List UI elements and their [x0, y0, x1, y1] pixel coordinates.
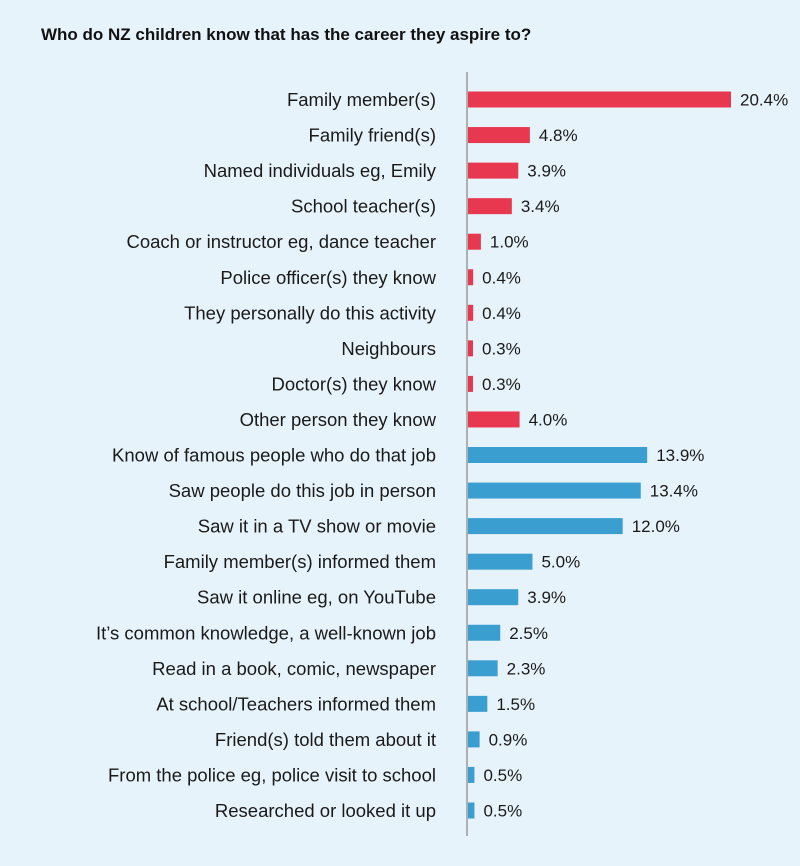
- value-label: 20.4%: [740, 91, 788, 110]
- bar: [468, 553, 533, 570]
- category-label: It’s common knowledge, a well-known job: [96, 622, 436, 643]
- category-label: Doctor(s) they know: [272, 373, 437, 394]
- value-label: 13.4%: [650, 482, 698, 501]
- bar: [468, 269, 474, 286]
- value-label: 13.9%: [656, 446, 704, 465]
- category-label: Saw it in a TV show or movie: [198, 516, 436, 537]
- value-label: 0.5%: [483, 802, 522, 821]
- bar: [468, 91, 731, 108]
- value-label: 0.9%: [489, 730, 528, 749]
- category-label: Other person they know: [240, 409, 437, 430]
- bar: [468, 518, 623, 535]
- bar: [468, 304, 474, 321]
- value-label: 3.4%: [521, 197, 560, 216]
- category-label: Saw people do this job in person: [169, 480, 436, 501]
- bar: [468, 162, 519, 179]
- bar: [468, 802, 475, 819]
- value-label: 0.4%: [482, 304, 521, 323]
- value-label: 0.3%: [482, 375, 521, 394]
- bars-group: [468, 91, 731, 819]
- value-label: 2.5%: [509, 624, 548, 643]
- category-label: Saw it online eg, on YouTube: [197, 587, 436, 608]
- bar: [468, 340, 473, 357]
- bar: [468, 624, 501, 641]
- value-label: 2.3%: [507, 659, 546, 678]
- bar: [468, 660, 498, 677]
- category-label: Coach or instructor eg, dance teacher: [126, 231, 436, 252]
- category-label: Family member(s) informed them: [164, 551, 436, 572]
- value-label: 4.8%: [539, 126, 578, 145]
- category-label: Researched or looked it up: [215, 800, 436, 821]
- category-labels: Family member(s) Family friend(s) Named in…: [96, 89, 437, 821]
- category-label: Friend(s) told them about it: [215, 729, 436, 750]
- value-label: 0.4%: [482, 268, 521, 287]
- category-label: At school/Teachers informed them: [156, 693, 436, 714]
- value-label: 12.0%: [632, 517, 680, 536]
- value-label: 5.0%: [541, 553, 580, 572]
- bar: [468, 447, 648, 463]
- value-label: 0.5%: [483, 766, 522, 785]
- category-label: Read in a book, comic, newspaper: [152, 658, 436, 679]
- chart-title: Who do NZ children know that has the car…: [41, 25, 532, 44]
- bar: [468, 233, 481, 250]
- category-label: Family member(s): [287, 89, 436, 110]
- bar: [468, 375, 473, 392]
- value-labels: 20.4% 4.8% 3.9% 3.4% 1.0% 0.4% 0.4% 0.3% 0.3% 4.0…: [482, 91, 788, 821]
- bar: [468, 482, 641, 499]
- value-label: 1.0%: [490, 233, 529, 252]
- category-label: School teacher(s): [291, 196, 436, 217]
- category-label: Know of famous people who do that job: [112, 445, 436, 466]
- value-label: 3.9%: [527, 162, 566, 181]
- category-label: From the police eg, police visit to scho…: [108, 764, 436, 785]
- category-label: Named individuals eg, Emily: [204, 160, 437, 181]
- category-label: They personally do this activity: [184, 302, 437, 323]
- bar: [468, 127, 530, 144]
- bar: [468, 695, 488, 712]
- category-label: Family friend(s): [309, 125, 436, 146]
- value-label: 4.0%: [529, 410, 568, 429]
- bar: [468, 411, 520, 428]
- value-label: 3.9%: [527, 588, 566, 607]
- value-label: 1.5%: [496, 695, 535, 714]
- category-label: Neighbours: [341, 338, 436, 359]
- bar: [468, 766, 475, 783]
- category-label: Police officer(s) they know: [220, 267, 436, 288]
- bar: [468, 589, 519, 606]
- bar: [468, 731, 480, 748]
- value-label: 0.3%: [482, 339, 521, 358]
- bar: [468, 198, 512, 215]
